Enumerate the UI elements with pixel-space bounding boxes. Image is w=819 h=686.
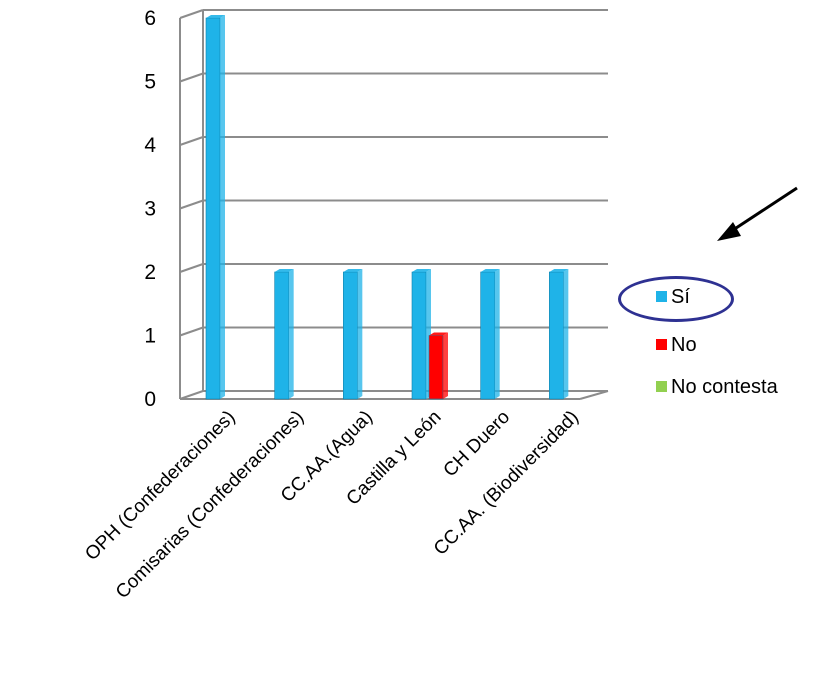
legend-highlight-ellipse bbox=[618, 276, 734, 322]
y-tick-label: 3 bbox=[144, 198, 156, 221]
bar-top bbox=[480, 269, 500, 272]
y-tick-label: 2 bbox=[144, 261, 156, 284]
bar-side bbox=[357, 269, 363, 399]
bar-top bbox=[549, 269, 569, 272]
x-tick-label: CC.AA. (Biodiversidad) bbox=[430, 407, 583, 560]
bar bbox=[411, 269, 431, 400]
legend-swatch-no bbox=[656, 339, 667, 350]
bar bbox=[549, 269, 569, 400]
gridline-depth bbox=[179, 390, 204, 400]
floor-edge bbox=[579, 390, 609, 400]
bar-top bbox=[343, 269, 363, 272]
bar bbox=[205, 15, 225, 400]
gridline-depth bbox=[179, 263, 204, 273]
bar-front bbox=[343, 271, 358, 400]
bar bbox=[480, 269, 500, 400]
arrow-pointing-down-left-icon bbox=[717, 186, 798, 241]
bar-front bbox=[480, 271, 495, 400]
legend-swatch-no-contesta bbox=[656, 381, 667, 392]
bar-top bbox=[429, 332, 448, 336]
bar-top bbox=[274, 269, 294, 272]
y-axis-ticks: 0 1 2 3 4 5 6 bbox=[144, 7, 156, 411]
bar bbox=[274, 269, 294, 400]
gridline-depth bbox=[179, 9, 204, 19]
gridline-depth bbox=[179, 136, 204, 146]
x-tick-label: CH Duero bbox=[440, 407, 515, 482]
bar-side bbox=[220, 15, 225, 399]
bar-front bbox=[411, 271, 427, 400]
y-tick-label: 4 bbox=[144, 134, 156, 157]
y-tick-label: 6 bbox=[144, 7, 156, 30]
y-tick-label: 1 bbox=[144, 325, 156, 348]
bar-side bbox=[494, 269, 500, 399]
bar-front bbox=[549, 271, 564, 400]
chart-bars bbox=[205, 15, 569, 400]
bar-side bbox=[288, 269, 294, 399]
legend-swatch-si bbox=[656, 291, 667, 302]
gridline-depth bbox=[179, 72, 204, 83]
legend-label-no: No bbox=[671, 334, 697, 356]
y-tick-label: 0 bbox=[144, 388, 156, 411]
gridline-depth bbox=[179, 326, 204, 337]
bar-top bbox=[412, 269, 431, 272]
bar-top bbox=[206, 15, 225, 18]
legend-label-no-contesta: No contesta bbox=[671, 376, 778, 398]
bar-side bbox=[443, 332, 448, 399]
chart-axes bbox=[179, 10, 609, 400]
bar-front bbox=[428, 335, 444, 400]
bar-side bbox=[563, 269, 569, 399]
x-axis-category-labels: OPH (Confederaciones)Comisarias (Confede… bbox=[81, 407, 583, 603]
bar-front bbox=[205, 17, 221, 400]
gridline-depth bbox=[179, 199, 204, 210]
bar bbox=[428, 332, 448, 400]
bar-front bbox=[274, 271, 289, 400]
chart-gridlines bbox=[179, 9, 608, 400]
y-tick-label: 5 bbox=[144, 71, 156, 94]
bar bbox=[343, 269, 363, 400]
legend-label-si: Sí bbox=[671, 286, 690, 308]
